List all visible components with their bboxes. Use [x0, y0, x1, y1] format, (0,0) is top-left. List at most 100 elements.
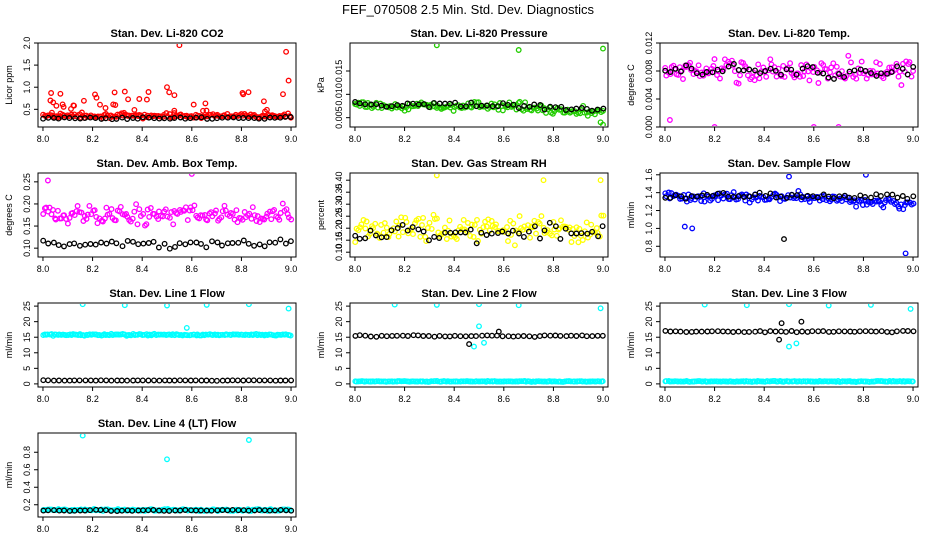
primary-series-point	[218, 214, 225, 221]
secondary-series-point	[139, 377, 146, 384]
primary-series-point	[501, 378, 508, 385]
secondary-series-point	[119, 243, 126, 250]
primary-series-point	[54, 207, 61, 214]
secondary-series-point	[467, 226, 474, 233]
primary-series-point	[420, 214, 427, 221]
secondary-series-point	[214, 239, 221, 246]
secondary-series-point	[140, 240, 147, 247]
secondary-series-point	[240, 115, 247, 121]
primary-series-point	[285, 77, 292, 84]
secondary-series-point	[735, 328, 742, 335]
primary-series-point	[224, 331, 231, 338]
primary-series-point	[428, 378, 435, 385]
secondary-series-point	[667, 328, 674, 335]
primary-series-point	[97, 101, 103, 108]
secondary-series-point	[410, 332, 417, 339]
secondary-series-point	[55, 115, 62, 122]
panel-title: Stan. Dev. Line 1 Flow	[109, 288, 225, 300]
secondary-series-point	[873, 191, 880, 198]
secondary-series-point	[151, 377, 157, 384]
secondary-series-point	[579, 332, 586, 339]
secondary-series-point	[704, 328, 711, 335]
secondary-series-point	[261, 115, 268, 122]
secondary-series-point	[746, 328, 753, 335]
secondary-series-point	[198, 240, 204, 247]
x-tick-label: 8.6	[186, 394, 199, 404]
primary-series-point	[481, 339, 487, 346]
y-tick-label: 20	[334, 317, 344, 327]
secondary-series-point	[531, 101, 538, 108]
x-tick-label: 8.8	[235, 264, 248, 274]
secondary-series-point	[87, 507, 94, 514]
primary-series-point	[268, 216, 275, 223]
primary-series-point	[380, 229, 387, 236]
secondary-series-point	[71, 507, 78, 514]
secondary-series-point	[830, 328, 837, 335]
secondary-series-point	[277, 377, 284, 384]
primary-series-point	[70, 102, 77, 109]
x-tick-label: 8.0	[349, 134, 362, 144]
primary-series-point	[596, 378, 603, 385]
secondary-series-point	[161, 377, 168, 384]
secondary-series-point	[166, 377, 173, 384]
panel-title: Stan. Dev. Line 3 Flow	[731, 288, 847, 300]
primary-series-point	[184, 332, 191, 339]
secondary-series-point	[537, 102, 544, 108]
primary-series-point	[767, 56, 774, 63]
y-tick-label: 20	[644, 317, 654, 327]
y-axis-label: kPa	[316, 77, 326, 93]
primary-series-point	[144, 206, 151, 213]
primary-series-point	[358, 221, 365, 228]
secondary-series-point	[851, 194, 858, 201]
secondary-series-point	[483, 232, 490, 238]
secondary-series-point	[488, 230, 495, 237]
primary-series-point	[393, 218, 400, 225]
primary-series-point	[467, 232, 474, 239]
x-tick-label: 8.6	[186, 134, 199, 144]
secondary-series-point	[520, 233, 527, 240]
secondary-series-point	[820, 328, 827, 335]
secondary-series-point	[877, 193, 884, 199]
y-tick-label: 25	[334, 301, 344, 311]
primary-series-point	[164, 456, 170, 463]
primary-series-point	[469, 378, 476, 385]
secondary-series-point	[776, 336, 783, 343]
secondary-series-point	[788, 66, 795, 73]
secondary-series-point	[526, 103, 533, 110]
primary-series-point	[204, 217, 211, 224]
primary-series-point	[504, 224, 510, 231]
primary-series-point	[701, 304, 708, 308]
secondary-series-point	[767, 190, 774, 197]
primary-series-point	[417, 233, 424, 240]
secondary-series-point	[367, 333, 374, 340]
secondary-series-point	[421, 101, 427, 108]
primary-series-point	[910, 200, 917, 207]
secondary-series-point	[272, 377, 279, 384]
panel-title: Stan. Dev. Line 4 (LT) Flow	[98, 418, 237, 430]
x-tick-label: 8.4	[136, 264, 149, 274]
primary-series-point	[74, 203, 81, 209]
primary-series-point	[44, 177, 51, 184]
secondary-series-point	[224, 240, 231, 247]
primary-series-point	[835, 124, 842, 126]
secondary-series-point	[431, 99, 437, 106]
secondary-series-point	[889, 329, 895, 336]
secondary-series-point	[129, 507, 136, 514]
secondary-series-point	[288, 507, 295, 514]
primary-series-point	[780, 62, 787, 69]
secondary-series-point	[383, 333, 390, 340]
secondary-series-point	[778, 320, 785, 327]
secondary-series-point	[187, 115, 194, 122]
panel-title: Stan. Dev. Amb. Box Temp.	[97, 158, 238, 170]
secondary-series-point	[878, 70, 885, 77]
primary-series-point	[391, 304, 398, 308]
primary-series-point	[287, 332, 294, 339]
secondary-series-point	[489, 332, 495, 339]
plot-frame	[349, 172, 609, 258]
secondary-series-point	[50, 377, 57, 384]
primary-series-point	[203, 107, 210, 114]
primary-series-point	[476, 323, 482, 330]
primary-series-point	[538, 213, 545, 220]
y-tick-label: 20	[22, 317, 32, 327]
y-tick-label: 15	[22, 332, 32, 342]
